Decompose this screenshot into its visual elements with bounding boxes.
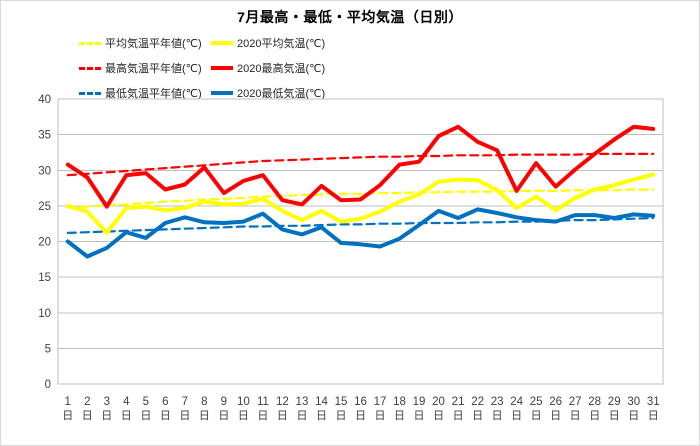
x-tick-label: 21: [452, 396, 465, 408]
x-tick-label: 29: [608, 396, 621, 408]
x-tick-label: 10: [237, 396, 250, 408]
x-tick-label: 28: [588, 396, 601, 408]
x-tick-label: 6: [162, 396, 168, 408]
series-line-3: [65, 124, 656, 209]
x-tick-label: 25: [530, 396, 543, 408]
x-tick-unit-label: 日: [472, 410, 483, 422]
avg-2020-line-swatch: [211, 41, 233, 45]
x-tick-unit-label: 日: [316, 410, 327, 422]
x-tick-label: 9: [221, 396, 227, 408]
x-tick-label: 14: [315, 396, 328, 408]
y-tick-label: 20: [38, 237, 51, 249]
legend-label: 2020平均気温(℃): [237, 38, 326, 50]
x-tick-unit-label: 日: [453, 410, 464, 422]
x-tick-unit-label: 日: [394, 410, 405, 422]
x-tick-label: 12: [276, 396, 289, 408]
chart-title: 7月最高・最低・平均気温（日別）: [237, 9, 463, 25]
x-tick-unit-label: 日: [648, 410, 659, 422]
x-tick-unit-label: 日: [179, 410, 190, 422]
legend-label: 最高気温平年値(℃): [105, 63, 202, 75]
x-tick-unit-label: 日: [511, 410, 522, 422]
plot-border: [57, 98, 664, 385]
x-tick-unit-label: 日: [609, 410, 620, 422]
x-tick-unit-label: 日: [160, 410, 171, 422]
x-tick-unit-label: 日: [121, 410, 132, 422]
x-tick-unit-label: 日: [82, 410, 93, 422]
x-tick-label: 20: [432, 396, 445, 408]
y-tick-label: 40: [38, 94, 51, 106]
x-tick-label: 23: [491, 396, 504, 408]
x-tick-label: 24: [510, 396, 523, 408]
x-tick-label: 8: [201, 396, 207, 408]
x-tick-label: 11: [257, 396, 269, 408]
x-tick-label: 19: [413, 396, 426, 408]
y-tick-label: 35: [38, 130, 51, 142]
y-tick-label: 5: [45, 343, 51, 355]
x-tick-unit-label: 日: [257, 410, 268, 422]
x-tick-label: 16: [354, 396, 367, 408]
legend-item-avg-2020: 2020平均気温(℃): [211, 35, 325, 51]
x-tick-unit-label: 日: [492, 410, 503, 422]
legend-label: 最低気温平年値(℃): [105, 88, 202, 100]
x-tick-label: 15: [335, 396, 348, 408]
x-tick-unit-label: 日: [335, 410, 346, 422]
x-tick-unit-label: 日: [296, 410, 307, 422]
x-tick-label: 2: [84, 396, 90, 408]
series-line-5: [65, 207, 656, 259]
avg-normal-line-swatch: [79, 41, 101, 45]
max-2020-line-swatch: [211, 66, 233, 70]
max-normal-line-swatch: [79, 66, 101, 70]
x-tick-label: 27: [569, 396, 582, 408]
x-tick-unit-label: 日: [433, 410, 444, 422]
legend-label: 2020最低気温(℃): [237, 88, 326, 100]
series-line-0: [66, 188, 655, 209]
x-tick-label: 26: [549, 396, 562, 408]
y-tick-label: 25: [38, 201, 51, 213]
y-tick-label: 10: [38, 308, 51, 320]
x-tick-label: 4: [123, 396, 130, 408]
y-tick-label: 15: [38, 272, 51, 284]
x-tick-unit-label: 日: [375, 410, 386, 422]
x-tick-unit-label: 日: [355, 410, 366, 422]
legend-label: 2020最高気温(℃): [237, 63, 326, 75]
legend-item-avg-normal: 平均気温平年値(℃): [79, 35, 211, 51]
x-tick-unit-label: 日: [277, 410, 288, 422]
x-tick-unit-label: 日: [570, 410, 581, 422]
x-tick-unit-label: 日: [218, 410, 229, 422]
x-tick-unit-label: 日: [531, 410, 542, 422]
legend-item-min-2020: 2020最低気温(℃): [211, 85, 325, 101]
x-tick-unit-label: 日: [589, 410, 600, 422]
series-line-1: [65, 172, 656, 235]
chart-legend: 平均気温平年値(℃) 2020平均気温(℃) 最高気温平年値(℃) 2020最高…: [79, 35, 325, 101]
legend-item-max-2020: 2020最高気温(℃): [211, 60, 325, 76]
x-tick-label: 13: [296, 396, 309, 408]
min-2020-line-swatch: [211, 91, 233, 95]
x-tick-unit-label: 日: [199, 410, 210, 422]
x-tick-label: 18: [393, 396, 406, 408]
legend-item-max-normal: 最高気温平年値(℃): [79, 60, 211, 76]
x-tick-label: 5: [143, 396, 149, 408]
x-tick-unit-label: 日: [414, 410, 425, 422]
legend-item-min-normal: 最低気温平年値(℃): [79, 85, 211, 101]
x-tick-label: 31: [647, 396, 660, 408]
x-tick-label: 3: [104, 396, 110, 408]
x-tick-unit-label: 日: [140, 410, 151, 422]
y-tick-label: 0: [45, 379, 51, 391]
x-tick-label: 17: [374, 396, 387, 408]
x-tick-unit-label: 日: [238, 410, 249, 422]
x-tick-unit-label: 日: [550, 410, 561, 422]
x-tick-unit-label: 日: [62, 410, 73, 422]
legend-label: 平均気温平年値(℃): [105, 38, 202, 50]
x-tick-unit-label: 日: [628, 410, 639, 422]
y-tick-label: 30: [38, 165, 51, 177]
min-normal-line-swatch: [79, 91, 101, 95]
x-tick-label: 1: [65, 396, 71, 408]
series-line-2: [66, 152, 655, 177]
x-tick-label: 22: [471, 396, 484, 408]
x-tick-label: 7: [182, 396, 188, 408]
x-tick-label: 30: [627, 396, 640, 408]
x-tick-unit-label: 日: [101, 410, 112, 422]
